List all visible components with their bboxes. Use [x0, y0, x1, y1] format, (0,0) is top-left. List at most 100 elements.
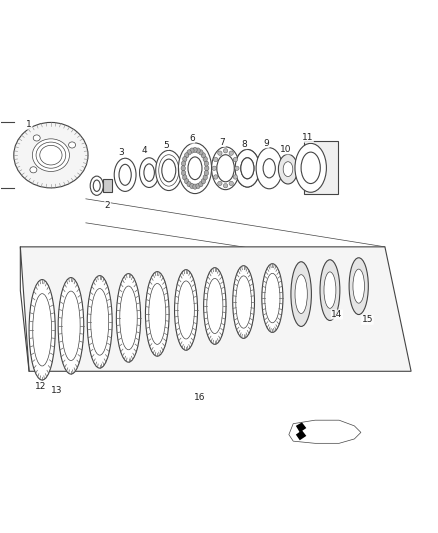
Ellipse shape: [291, 262, 311, 326]
Ellipse shape: [233, 157, 237, 161]
Ellipse shape: [193, 184, 197, 189]
Ellipse shape: [235, 149, 260, 187]
Ellipse shape: [214, 175, 218, 179]
FancyBboxPatch shape: [103, 179, 113, 192]
Ellipse shape: [36, 142, 66, 168]
Ellipse shape: [283, 161, 293, 176]
Ellipse shape: [184, 179, 189, 184]
Text: 6: 6: [189, 134, 195, 143]
Ellipse shape: [40, 146, 62, 165]
Ellipse shape: [58, 278, 84, 374]
Ellipse shape: [212, 166, 216, 171]
Ellipse shape: [233, 175, 237, 179]
Ellipse shape: [181, 166, 185, 171]
Ellipse shape: [187, 150, 191, 155]
Ellipse shape: [229, 151, 233, 155]
Text: 13: 13: [51, 386, 62, 395]
Ellipse shape: [183, 175, 187, 180]
Ellipse shape: [193, 147, 197, 152]
Text: 11: 11: [302, 133, 313, 142]
Ellipse shape: [87, 276, 112, 368]
Polygon shape: [296, 422, 306, 432]
Ellipse shape: [265, 273, 280, 323]
Polygon shape: [304, 141, 338, 195]
Ellipse shape: [190, 183, 194, 189]
Ellipse shape: [262, 264, 283, 333]
Ellipse shape: [241, 158, 254, 179]
Ellipse shape: [204, 268, 226, 344]
Ellipse shape: [324, 272, 336, 308]
Text: 5: 5: [163, 141, 169, 150]
Text: 10: 10: [279, 145, 291, 154]
Ellipse shape: [223, 183, 228, 188]
Ellipse shape: [218, 151, 222, 155]
Ellipse shape: [199, 150, 203, 155]
Ellipse shape: [203, 175, 207, 180]
Ellipse shape: [205, 166, 209, 171]
Ellipse shape: [162, 159, 176, 182]
Ellipse shape: [279, 154, 297, 184]
Ellipse shape: [201, 152, 205, 158]
Ellipse shape: [235, 149, 260, 187]
Text: 16: 16: [194, 393, 205, 402]
Ellipse shape: [69, 142, 76, 148]
Ellipse shape: [196, 148, 200, 153]
Ellipse shape: [256, 148, 283, 189]
Ellipse shape: [29, 280, 55, 380]
Ellipse shape: [30, 167, 37, 173]
Text: 3: 3: [118, 149, 124, 157]
Ellipse shape: [320, 260, 340, 320]
Ellipse shape: [33, 294, 52, 366]
Ellipse shape: [229, 181, 233, 185]
Ellipse shape: [349, 258, 368, 314]
Ellipse shape: [207, 278, 223, 334]
Text: 9: 9: [263, 139, 269, 148]
Ellipse shape: [201, 179, 205, 184]
Ellipse shape: [199, 182, 203, 187]
Ellipse shape: [295, 143, 326, 192]
Text: 14: 14: [331, 310, 343, 319]
Ellipse shape: [217, 155, 234, 182]
Ellipse shape: [263, 159, 276, 178]
Ellipse shape: [196, 183, 200, 189]
Ellipse shape: [119, 164, 131, 185]
Ellipse shape: [181, 161, 186, 166]
Text: 4: 4: [142, 146, 148, 155]
Ellipse shape: [190, 148, 194, 153]
Ellipse shape: [149, 284, 166, 344]
Text: 15: 15: [362, 315, 373, 324]
Ellipse shape: [353, 269, 364, 303]
Ellipse shape: [187, 182, 191, 187]
Ellipse shape: [203, 157, 207, 161]
Ellipse shape: [233, 266, 254, 338]
Text: 2: 2: [105, 201, 110, 210]
Ellipse shape: [62, 291, 80, 360]
Polygon shape: [20, 247, 411, 372]
Ellipse shape: [144, 164, 154, 181]
Ellipse shape: [93, 180, 100, 191]
Text: 8: 8: [241, 140, 247, 149]
Text: 12: 12: [35, 382, 46, 391]
Ellipse shape: [32, 139, 70, 172]
Ellipse shape: [235, 166, 239, 171]
Ellipse shape: [178, 281, 194, 339]
Ellipse shape: [184, 152, 189, 158]
Ellipse shape: [91, 288, 109, 355]
Ellipse shape: [140, 158, 159, 188]
Ellipse shape: [241, 158, 254, 179]
Ellipse shape: [295, 274, 307, 313]
Ellipse shape: [175, 270, 198, 350]
Ellipse shape: [14, 123, 88, 188]
Text: 1: 1: [26, 120, 32, 129]
Ellipse shape: [188, 157, 202, 180]
Ellipse shape: [181, 171, 186, 176]
Ellipse shape: [183, 157, 187, 161]
Ellipse shape: [90, 176, 103, 195]
Ellipse shape: [117, 273, 141, 362]
Ellipse shape: [204, 171, 208, 176]
Ellipse shape: [236, 276, 251, 328]
Ellipse shape: [301, 152, 320, 183]
Ellipse shape: [120, 286, 137, 350]
Ellipse shape: [218, 181, 222, 185]
Ellipse shape: [145, 272, 169, 356]
